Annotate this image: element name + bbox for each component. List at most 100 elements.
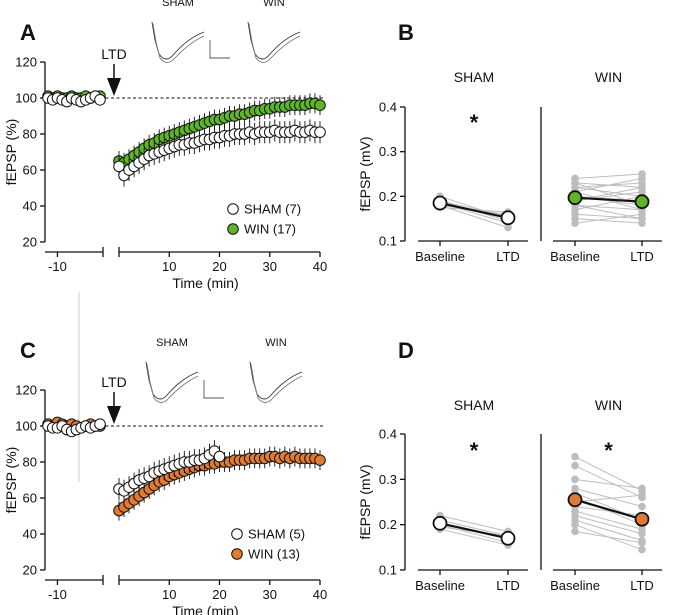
y-tick-label: 20 bbox=[23, 235, 37, 250]
individual-line bbox=[574, 478, 643, 489]
individual-point-baseline bbox=[571, 475, 579, 484]
trace-ltd bbox=[250, 363, 303, 403]
x-tick-label: LTD bbox=[496, 578, 520, 593]
x-tick-label: Baseline bbox=[550, 578, 600, 593]
ltd-arrow-head bbox=[107, 78, 121, 96]
x-tick-label: 40 bbox=[313, 587, 327, 602]
mean-point-ltd bbox=[634, 194, 650, 210]
y-tick-label: 0.3 bbox=[379, 472, 397, 487]
y-tick-label: 60 bbox=[23, 491, 37, 506]
individual-line bbox=[574, 494, 643, 503]
y-tick-label: 40 bbox=[23, 199, 37, 214]
individual-line bbox=[574, 204, 643, 220]
x-tick-label: 20 bbox=[212, 587, 226, 602]
mean-point-baseline bbox=[567, 190, 583, 206]
legend-marker-sham bbox=[227, 203, 239, 215]
group-title-sham: SHAM bbox=[454, 69, 494, 85]
legend-marker-win bbox=[231, 548, 243, 560]
x-tick-label: 10 bbox=[162, 587, 176, 602]
legend-marker-win bbox=[227, 223, 239, 235]
trace-label: SHAM bbox=[162, 0, 194, 9]
panel-d-paired: 0.1 0.2 0.3 0.4 fEPSP (mV) Baseline LTD SHAM * Ba… bbox=[357, 397, 662, 593]
scale-bar bbox=[209, 40, 230, 59]
mean-point-baseline bbox=[432, 515, 448, 531]
trace-ltd bbox=[152, 23, 205, 63]
y-tick-label: 0.1 bbox=[379, 563, 397, 578]
data-point-sham-baseline bbox=[94, 94, 106, 106]
trace-baseline bbox=[151, 21, 205, 60]
x-axis-title: Time (min) bbox=[172, 275, 238, 291]
x-tick-label: 30 bbox=[263, 587, 277, 602]
legend-marker-sham bbox=[231, 528, 243, 540]
individual-pair bbox=[571, 511, 646, 538]
y-tick-label: 0.3 bbox=[379, 144, 397, 159]
mean-line-sham bbox=[439, 201, 509, 219]
trace-ltd bbox=[248, 23, 301, 63]
individual-point-baseline bbox=[571, 527, 579, 536]
y-tick-label: 120 bbox=[15, 55, 37, 70]
data-point-win bbox=[314, 99, 326, 111]
y-tick-label: 0.2 bbox=[379, 189, 397, 204]
data-point-sham bbox=[314, 126, 326, 138]
panel-b-label: B bbox=[398, 20, 414, 45]
individual-line bbox=[574, 456, 643, 492]
individual-line bbox=[574, 487, 643, 508]
individual-line bbox=[574, 213, 643, 224]
individual-point-ltd bbox=[638, 545, 646, 554]
individual-line bbox=[574, 519, 643, 542]
individual-line bbox=[574, 173, 643, 179]
trace-inset-win: WIN bbox=[247, 0, 301, 63]
group-title-sham: SHAM bbox=[454, 397, 494, 413]
individual-line bbox=[574, 465, 643, 498]
individual-line bbox=[574, 530, 643, 544]
x-tick-label: LTD bbox=[630, 249, 654, 264]
panel-c-label: C bbox=[20, 338, 36, 363]
individual-point-baseline bbox=[571, 520, 579, 529]
y-axis-title: fEPSP (mV) bbox=[357, 136, 373, 211]
y-tick-label: 0.4 bbox=[379, 427, 397, 442]
individual-pair bbox=[571, 475, 646, 493]
x-tick-label: Baseline bbox=[550, 249, 600, 264]
y-axis-title: fEPSP (%) bbox=[3, 119, 19, 186]
y-tick-label: 40 bbox=[23, 527, 37, 542]
mean-point-ltd bbox=[500, 530, 516, 546]
y-tick-label: 120 bbox=[15, 383, 37, 398]
y-tick-label: 100 bbox=[15, 419, 37, 434]
individual-point-ltd bbox=[638, 484, 646, 493]
trace-ltd bbox=[146, 363, 199, 403]
x-tick-label: -10 bbox=[48, 587, 67, 602]
mean-point-ltd bbox=[500, 210, 516, 226]
x-tick-label: 20 bbox=[212, 259, 226, 274]
individual-line bbox=[574, 510, 643, 530]
mean-line-sham bbox=[439, 522, 509, 540]
y-tick-label: 0.4 bbox=[379, 100, 397, 115]
individual-line bbox=[439, 204, 509, 229]
significance-marker: * bbox=[470, 438, 479, 463]
y-tick-label: 80 bbox=[23, 455, 37, 470]
significance-marker: * bbox=[470, 110, 479, 135]
data-point-win bbox=[314, 454, 326, 467]
x-tick-label: Baseline bbox=[415, 578, 465, 593]
group-title-win: WIN bbox=[595, 397, 622, 413]
individual-line bbox=[439, 515, 509, 532]
y-tick-label: 20 bbox=[23, 563, 37, 578]
trace-inset-sham: SHAM bbox=[151, 0, 230, 63]
x-tick-label: LTD bbox=[630, 578, 654, 593]
trace-baseline bbox=[247, 21, 301, 60]
x-tick-label: Baseline bbox=[415, 249, 465, 264]
individual-line bbox=[574, 506, 643, 517]
trace-label: WIN bbox=[265, 337, 286, 349]
individual-point-ltd bbox=[638, 183, 646, 192]
data-point-sham bbox=[213, 450, 226, 463]
mean-point-ltd bbox=[634, 511, 650, 527]
y-tick-label: 60 bbox=[23, 163, 37, 178]
legend-label: WIN (17) bbox=[244, 222, 296, 237]
individual-point-ltd bbox=[638, 214, 646, 223]
individual-line bbox=[574, 191, 643, 211]
panel-a-label: A bbox=[20, 20, 36, 45]
panel-a-timecourse: 20 40 60 80 100 120 fEPSP (%) -10 10 20 30 40 Time (… bbox=[3, 0, 327, 291]
trace-baseline bbox=[145, 361, 199, 400]
individual-line bbox=[439, 200, 509, 217]
mean-line-win bbox=[574, 498, 643, 521]
